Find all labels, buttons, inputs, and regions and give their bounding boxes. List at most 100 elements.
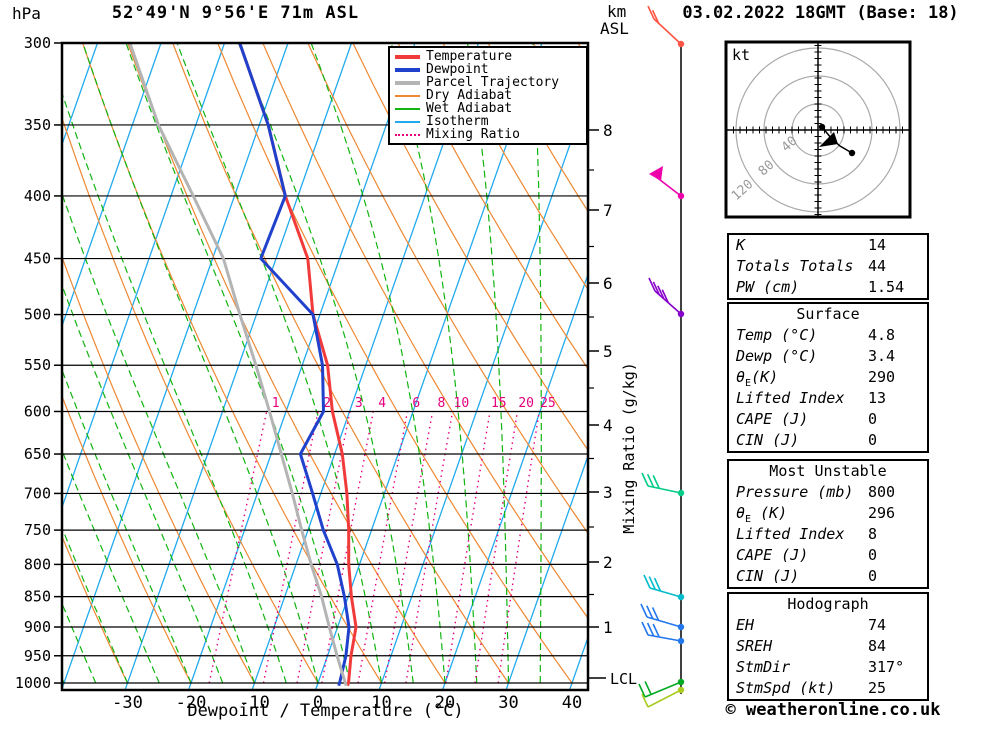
table-value: 290 [868, 368, 896, 386]
pressure-axis-unit: hPa [12, 4, 41, 23]
km-tick-label: 6 [603, 274, 613, 293]
legend-item-parcel: Parcel Trajectory [390, 76, 586, 89]
table-header: Most Unstable [769, 462, 887, 480]
table-label: CAPE (J) [736, 410, 809, 428]
table-header: Hodograph [787, 595, 869, 613]
legend-item-isotherm: Isotherm [390, 115, 586, 128]
legend-label: Dry Adiabat [426, 88, 513, 103]
table-label: CIN (J) [736, 431, 800, 449]
table-label: CAPE (J) [736, 546, 809, 564]
legend-label: Mixing Ratio [426, 127, 520, 142]
wet-adiabat-line [310, 43, 446, 684]
wind-barb [641, 686, 685, 708]
table-label: θE(K) [736, 368, 779, 389]
page-title: 52°49'N 9°56'E 71m ASL [111, 3, 360, 23]
table-label: PW (cm) [736, 278, 800, 296]
dry-adiabat-line [442, 43, 588, 291]
table-row: θE(K) 290 [729, 367, 927, 389]
mixing-ratio-axis-title: Mixing Ratio (g/kg) [620, 362, 638, 534]
wet-adiabat-line [82, 43, 319, 684]
wet-adiabat-line [466, 43, 510, 684]
pressure-tick-label: 850 [24, 588, 51, 606]
plot-border [60, 41, 590, 692]
table-value: 13 [868, 389, 887, 407]
table-label: Pressure (mb) [736, 483, 854, 501]
table-value: 14 [868, 236, 887, 254]
legend-label: Wet Adiabat [426, 101, 513, 116]
table-row: Pressure (mb) 800 [729, 482, 927, 503]
table-label: CIN (J) [736, 567, 800, 585]
table-header: Surface [796, 305, 860, 323]
mixing-ratio-label: 10 [454, 396, 470, 411]
mixing-ratio-line [384, 411, 434, 684]
isotherm-line [62, 43, 226, 510]
wind-barb [641, 472, 685, 497]
legend-label: Isotherm [426, 114, 489, 129]
legend-label: Parcel Trajectory [426, 75, 560, 90]
table-value: 74 [868, 616, 887, 634]
table-value: 0 [868, 546, 878, 564]
table-row: Dewp (°C) 3.4 [729, 346, 927, 367]
most-unstable-table: Most Unstable Pressure (mb) 800 θE (K) 296… [727, 459, 929, 589]
pressure-tick-label: 1000 [15, 674, 51, 692]
km-tick-label: 4 [603, 416, 613, 435]
hodograph-storm-arrow [819, 132, 838, 147]
legend-label: Temperature [426, 49, 513, 64]
series-parcel-trajectory [128, 43, 348, 687]
table-label: EH [736, 616, 755, 634]
asl-axis-label: ASL [600, 19, 629, 38]
table-value: 317° [868, 658, 905, 676]
table-label: θE (K) [736, 504, 788, 525]
series-dewpoint [238, 43, 351, 687]
wind-barb [643, 574, 685, 601]
indices-table: K 14 Totals Totals 44 PW (cm) 1.54 [727, 233, 929, 300]
pressure-tick-label: 650 [24, 445, 51, 463]
x-tick-label: 10 [371, 693, 391, 713]
series-temperature [238, 43, 358, 687]
isotherm-line [62, 43, 162, 328]
table-row: StmSpd (kt) 25 [729, 678, 927, 699]
dry-adiabat-line [62, 534, 129, 684]
isotherm-line [124, 43, 353, 690]
table-row: K 14 [729, 235, 927, 256]
wet-adiabat-line [62, 526, 129, 684]
wet-adiabat-line [62, 602, 97, 684]
wind-barb [648, 277, 685, 318]
pressure-tick-label: 800 [24, 555, 51, 573]
hodograph-unit-label: kt [732, 46, 750, 64]
table-value: 0 [868, 431, 878, 449]
table-row: Lifted Index 8 [729, 524, 927, 545]
table-value: 3.4 [868, 347, 896, 365]
x-axis-labels: -30 -20 -10 0 10 20 30 40 [112, 693, 582, 713]
table-value: 84 [868, 637, 887, 655]
dry-adiabat-line [352, 43, 588, 452]
pressure-tick-label: 550 [24, 356, 51, 374]
mixing-ratio-label: 3 [355, 396, 363, 411]
wet-adiabat-line [532, 43, 542, 684]
pressure-tick-label: 400 [24, 187, 51, 205]
dry-adiabat-line [397, 43, 588, 371]
wind-barb [641, 621, 685, 645]
wind-barb-column [638, 5, 685, 708]
wind-barb [640, 603, 685, 631]
table-value: 800 [868, 483, 896, 501]
x-tick-label: -20 [176, 693, 207, 713]
isotherm-line [187, 43, 416, 690]
pressure-tick-label: 950 [24, 647, 51, 665]
legend-item-dewpoint: Dewpoint [390, 63, 586, 76]
pressure-tick-label: 700 [24, 484, 51, 502]
legend-swatch-parcel [395, 80, 420, 85]
table-label: StmDir [736, 658, 791, 676]
mixing-ratio-label: 1 [272, 396, 280, 411]
legend-swatch-temperature [395, 54, 420, 59]
table-label: Lifted Index [736, 389, 845, 407]
table-row: EH 74 [729, 615, 927, 636]
hodograph-table: Hodograph EH 74 SREH 84 StmDir 317° StmSpd … [727, 592, 929, 701]
x-axis-title: Dewpoint / Temperature (°C) [187, 701, 464, 721]
isotherm-line [441, 272, 588, 690]
wet-adiabat-line [390, 43, 478, 684]
table-value: 25 [868, 679, 887, 697]
mixing-ratio-line [405, 411, 454, 684]
